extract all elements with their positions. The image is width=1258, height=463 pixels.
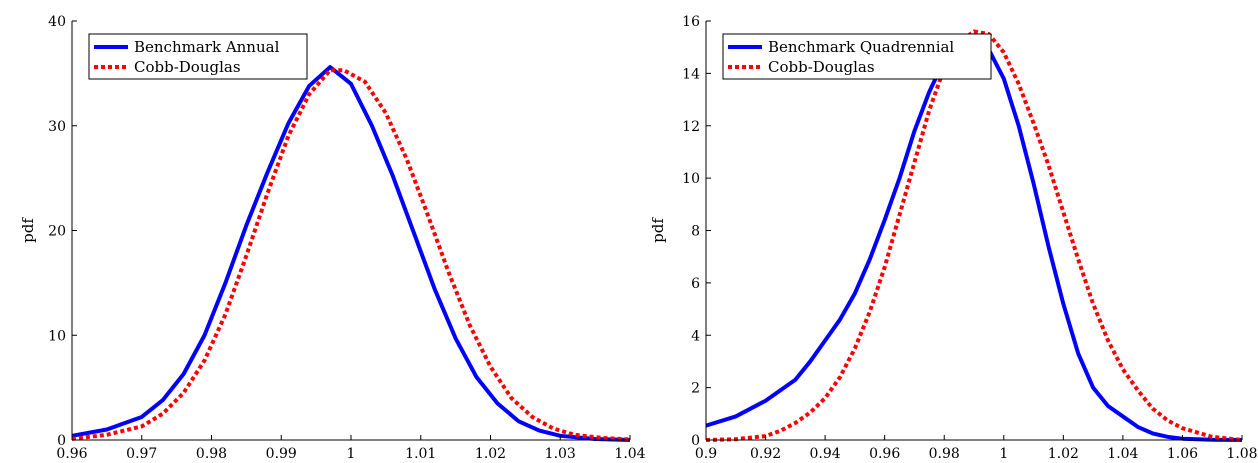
series-line-0-0: [71, 65, 631, 442]
y-tick-label: 6: [691, 276, 700, 292]
y-tick-label: 4: [691, 328, 700, 344]
x-tick-label: 1: [347, 446, 356, 462]
y-tick-label: 12: [682, 119, 700, 135]
legend-label: Cobb-Douglas: [768, 58, 875, 76]
y-tick-label: 16: [682, 14, 700, 30]
x-tick-label: 1.03: [545, 446, 576, 462]
x-tick-label: 0.98: [196, 446, 227, 462]
y-tick-label: 20: [48, 224, 66, 240]
x-tick-label: 0.94: [810, 446, 841, 462]
legend-label: Benchmark Annual: [134, 38, 280, 56]
y-axis-label: pdf: [19, 217, 37, 243]
y-tick-label: 0: [691, 433, 700, 449]
series-line-1-1: [705, 29, 1243, 442]
x-tick-label: 1.08: [1226, 446, 1257, 462]
legend-label: Benchmark Quadrennial: [768, 38, 954, 56]
y-tick-label: 8: [691, 224, 700, 240]
x-tick-label: 1.02: [1048, 446, 1079, 462]
y-tick-label: 14: [682, 66, 700, 82]
x-tick-label: 0.96: [869, 446, 900, 462]
x-tick-label: 0.96: [56, 446, 87, 462]
legend-box: [88, 33, 308, 80]
y-tick-label: 40: [48, 14, 66, 30]
series-line-0-1: [71, 68, 631, 442]
legend-label: Cobb-Douglas: [134, 58, 241, 76]
y-axis-label: pdf: [649, 217, 667, 243]
y-tick-label: 10: [682, 171, 700, 187]
y-tick-label: 0: [57, 433, 66, 449]
x-tick-label: 0.9: [695, 446, 717, 462]
chart-left: 0.96 0.97 0.98 0.99 1 1.01 1.02 1.03 1.04 0 10 20 30…: [19, 14, 646, 462]
x-tick-label: 0.97: [126, 446, 157, 462]
x-tick-label: 1.01: [405, 446, 436, 462]
y-tick-label: 2: [691, 381, 700, 397]
x-tick-label: 0.92: [750, 446, 781, 462]
y-tick-label: 30: [48, 119, 66, 135]
x-tick-label: 0.98: [929, 446, 960, 462]
x-tick-label: 1.06: [1167, 446, 1198, 462]
chart-right: 0.9 0.92 0.94 0.96 0.98 1 1.02 1.04 1.06 1.08 0 2 4 6…: [649, 14, 1258, 462]
x-tick-label: 1.04: [1107, 446, 1138, 462]
y-tick-label: 10: [48, 328, 66, 344]
x-tick-label: 1.02: [475, 446, 506, 462]
x-tick-label: 0.99: [266, 446, 297, 462]
legend-box: [722, 33, 992, 80]
x-tick-label: 1: [999, 446, 1008, 462]
series-line-1-0: [705, 37, 1243, 442]
x-tick-label: 1.04: [614, 446, 645, 462]
